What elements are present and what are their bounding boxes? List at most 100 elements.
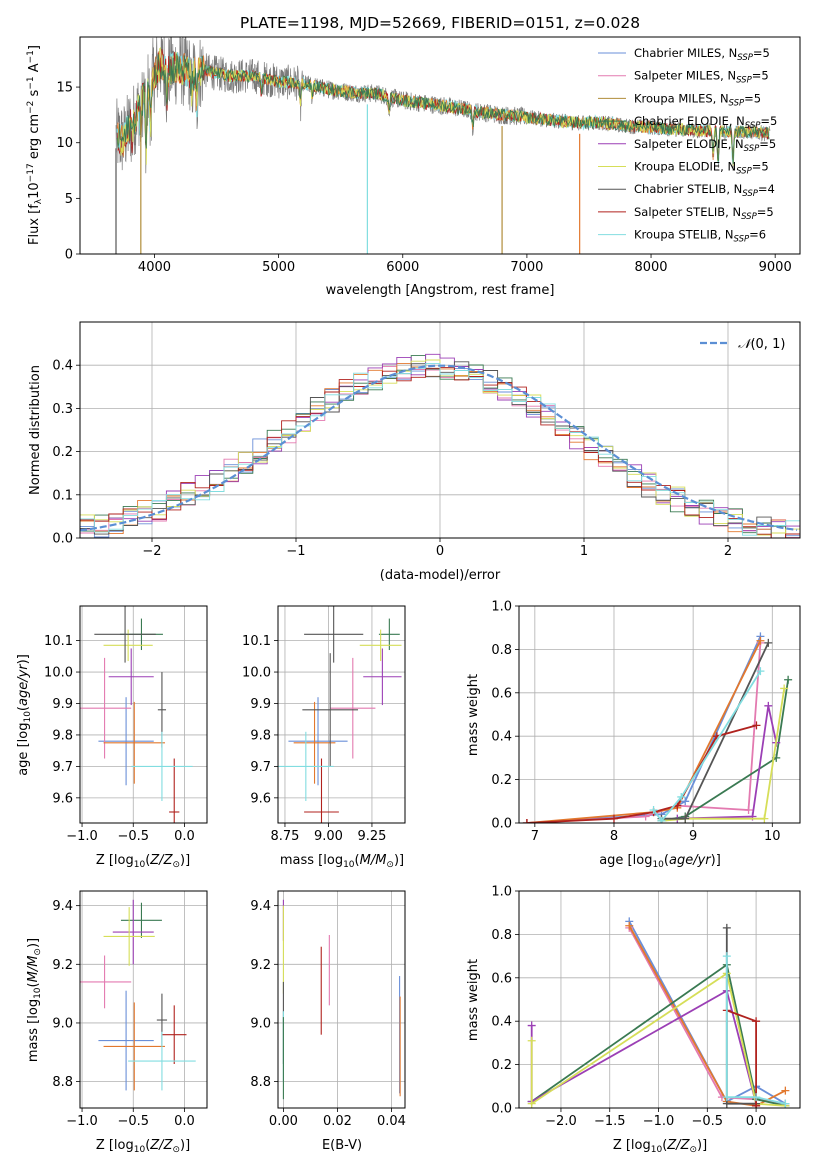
label-part: SSP [741, 212, 757, 222]
x-tick-label: 0 [436, 544, 444, 559]
x-axis-label: (data-model)/error [380, 568, 501, 583]
label-part: 10 [33, 987, 43, 999]
label-part: age [log [599, 853, 652, 868]
label-part: Kroupa STELIB, N [634, 228, 734, 242]
weight-line [628, 920, 786, 1105]
label-part: ( [16, 706, 31, 711]
plot-area [282, 899, 401, 1100]
label-part: )] [394, 853, 404, 868]
spectrum-model-line [116, 53, 770, 165]
label-part: λ [34, 198, 44, 204]
x-tick-label: 7000 [510, 260, 543, 275]
weight-marker [780, 684, 789, 693]
y-tick-label: 0.8 [491, 643, 512, 658]
weight-marker [756, 636, 765, 645]
weight-marker [752, 1093, 761, 1102]
label-part: SSP [745, 121, 761, 131]
x-tick-label: 8 [610, 829, 618, 844]
y-tick-label: 0.6 [491, 971, 512, 986]
y-axis-label: mass [log10(M/M⊙)] [26, 938, 43, 1062]
legend-label: Chabrier ELODIE, NSSP=5 [634, 114, 777, 131]
label-part: M/M [360, 853, 387, 868]
label-part: Salpeter STELIB, N [634, 205, 741, 219]
axes-residual_histogram: −2 −1 0 1 2 0.0 0.1 0.2 0.3 0.4 𝒩(0, 1) (data-model… [28, 321, 801, 583]
label-part: s [27, 89, 42, 100]
label-part: Salpeter ELODIE, N [634, 137, 744, 151]
x-tick-label: 8000 [634, 260, 667, 275]
y-tick-label: 10.1 [242, 634, 271, 649]
weight-marker [681, 797, 690, 806]
x-axis-label: E(B-V) [322, 1138, 362, 1153]
label-part: )] [711, 853, 721, 868]
y-tick-label: 0.0 [491, 817, 512, 832]
y-tick-label: 5 [65, 192, 73, 207]
weight-marker [625, 921, 634, 930]
y-tick-label: 0.2 [491, 773, 512, 788]
weight-marker [752, 1101, 761, 1108]
label-part: 10 [134, 1145, 146, 1155]
axes-spectrum: 4000 5000 6000 7000 8000 9000 0 5 10 15 wavelength… [26, 36, 801, 298]
weight-marker [527, 1021, 536, 1030]
label-part: 10 [343, 860, 355, 870]
y-tick-label: 15 [56, 81, 73, 96]
x-tick-label: 7 [531, 829, 539, 844]
label-part: ⊙ [33, 948, 43, 956]
y-tick-label: 9.6 [250, 791, 271, 806]
label-part: ( [26, 982, 41, 987]
y-tick-label: 0.0 [52, 532, 73, 547]
label-part: SSP [734, 235, 750, 245]
axes-frame [79, 321, 801, 539]
weight-marker [752, 721, 761, 730]
label-part: =5 [752, 160, 769, 174]
label-part: Z [log [613, 1138, 651, 1153]
legend-label: Salpeter STELIB, NSSP=5 [634, 205, 774, 222]
weight-line [526, 724, 757, 823]
y-tick-label: 9.8 [52, 728, 73, 743]
label-part: ] [27, 45, 42, 50]
label-part: 10 [134, 860, 146, 870]
weight-line [628, 927, 786, 1105]
weight-line [530, 989, 757, 1104]
label-part: ( [145, 1138, 150, 1153]
x-tick-label: 0.04 [377, 1114, 406, 1129]
legend-label: Chabrier STELIB, NSSP=4 [634, 182, 775, 199]
figure-title: PLATE=1198, MJD=52669, FIBERID=0151, z=0… [240, 14, 640, 32]
weight-marker [522, 819, 531, 823]
label-part: Z [log [96, 853, 134, 868]
axes-mass_vs_ebv: 0.00 0.02 0.04 8.8 9.0 9.2 9.4 E(B-V) [250, 890, 406, 1153]
histogram-step [80, 353, 800, 532]
label-part: 10 [27, 182, 42, 199]
weight-marker [527, 1099, 536, 1108]
weight-marker [744, 805, 753, 814]
y-tick-label: 10.0 [242, 666, 271, 681]
label-part: Chabrier ELODIE, N [634, 114, 745, 128]
gaussian-curve [80, 364, 798, 532]
axes-age_vs_mass: 8.75 9.00 9.25 9.6 9.7 9.8 9.9 10.0 10.1 mass [lo… [242, 605, 406, 870]
weight-marker [760, 814, 769, 823]
label-part: Z/Z [149, 853, 173, 868]
label-part: =5 [744, 91, 761, 105]
weight-line [652, 670, 762, 823]
y-tick-label: 9.2 [250, 958, 271, 973]
weight-line [531, 963, 786, 1107]
x-tick-label: 0.00 [269, 1114, 298, 1129]
label-part: A [27, 63, 42, 76]
label-part: )] [26, 938, 41, 948]
label-part: Kroupa MILES, N [634, 91, 729, 105]
label-part: erg cm [27, 114, 42, 163]
y-tick-label: 1.0 [491, 600, 512, 615]
axes-weight_vs_Z: −2.0 −1.5 −1.0 −0.5 0.0 0.0 0.2 0.4 0.6 0.8 1.0 Z [… [466, 885, 801, 1155]
x-tick-label: −0.5 [117, 829, 149, 844]
label-part: −17 [26, 163, 36, 182]
x-tick-label: −1.0 [643, 1114, 675, 1129]
x-axis-label: wavelength [Angstrom, rest frame] [326, 283, 555, 298]
y-axis-label: mass weight [466, 674, 481, 756]
x-tick-label: −1.5 [594, 1114, 626, 1129]
label-part: =5 [752, 69, 769, 83]
y-tick-label: 9.7 [250, 760, 271, 775]
x-tick-label: −0.5 [117, 1114, 149, 1129]
y-tick-label: 0.2 [491, 1058, 512, 1073]
x-axis-label: age [log10(age/yr)] [599, 853, 721, 870]
weight-line [726, 1009, 757, 1106]
plot-area [522, 632, 793, 823]
